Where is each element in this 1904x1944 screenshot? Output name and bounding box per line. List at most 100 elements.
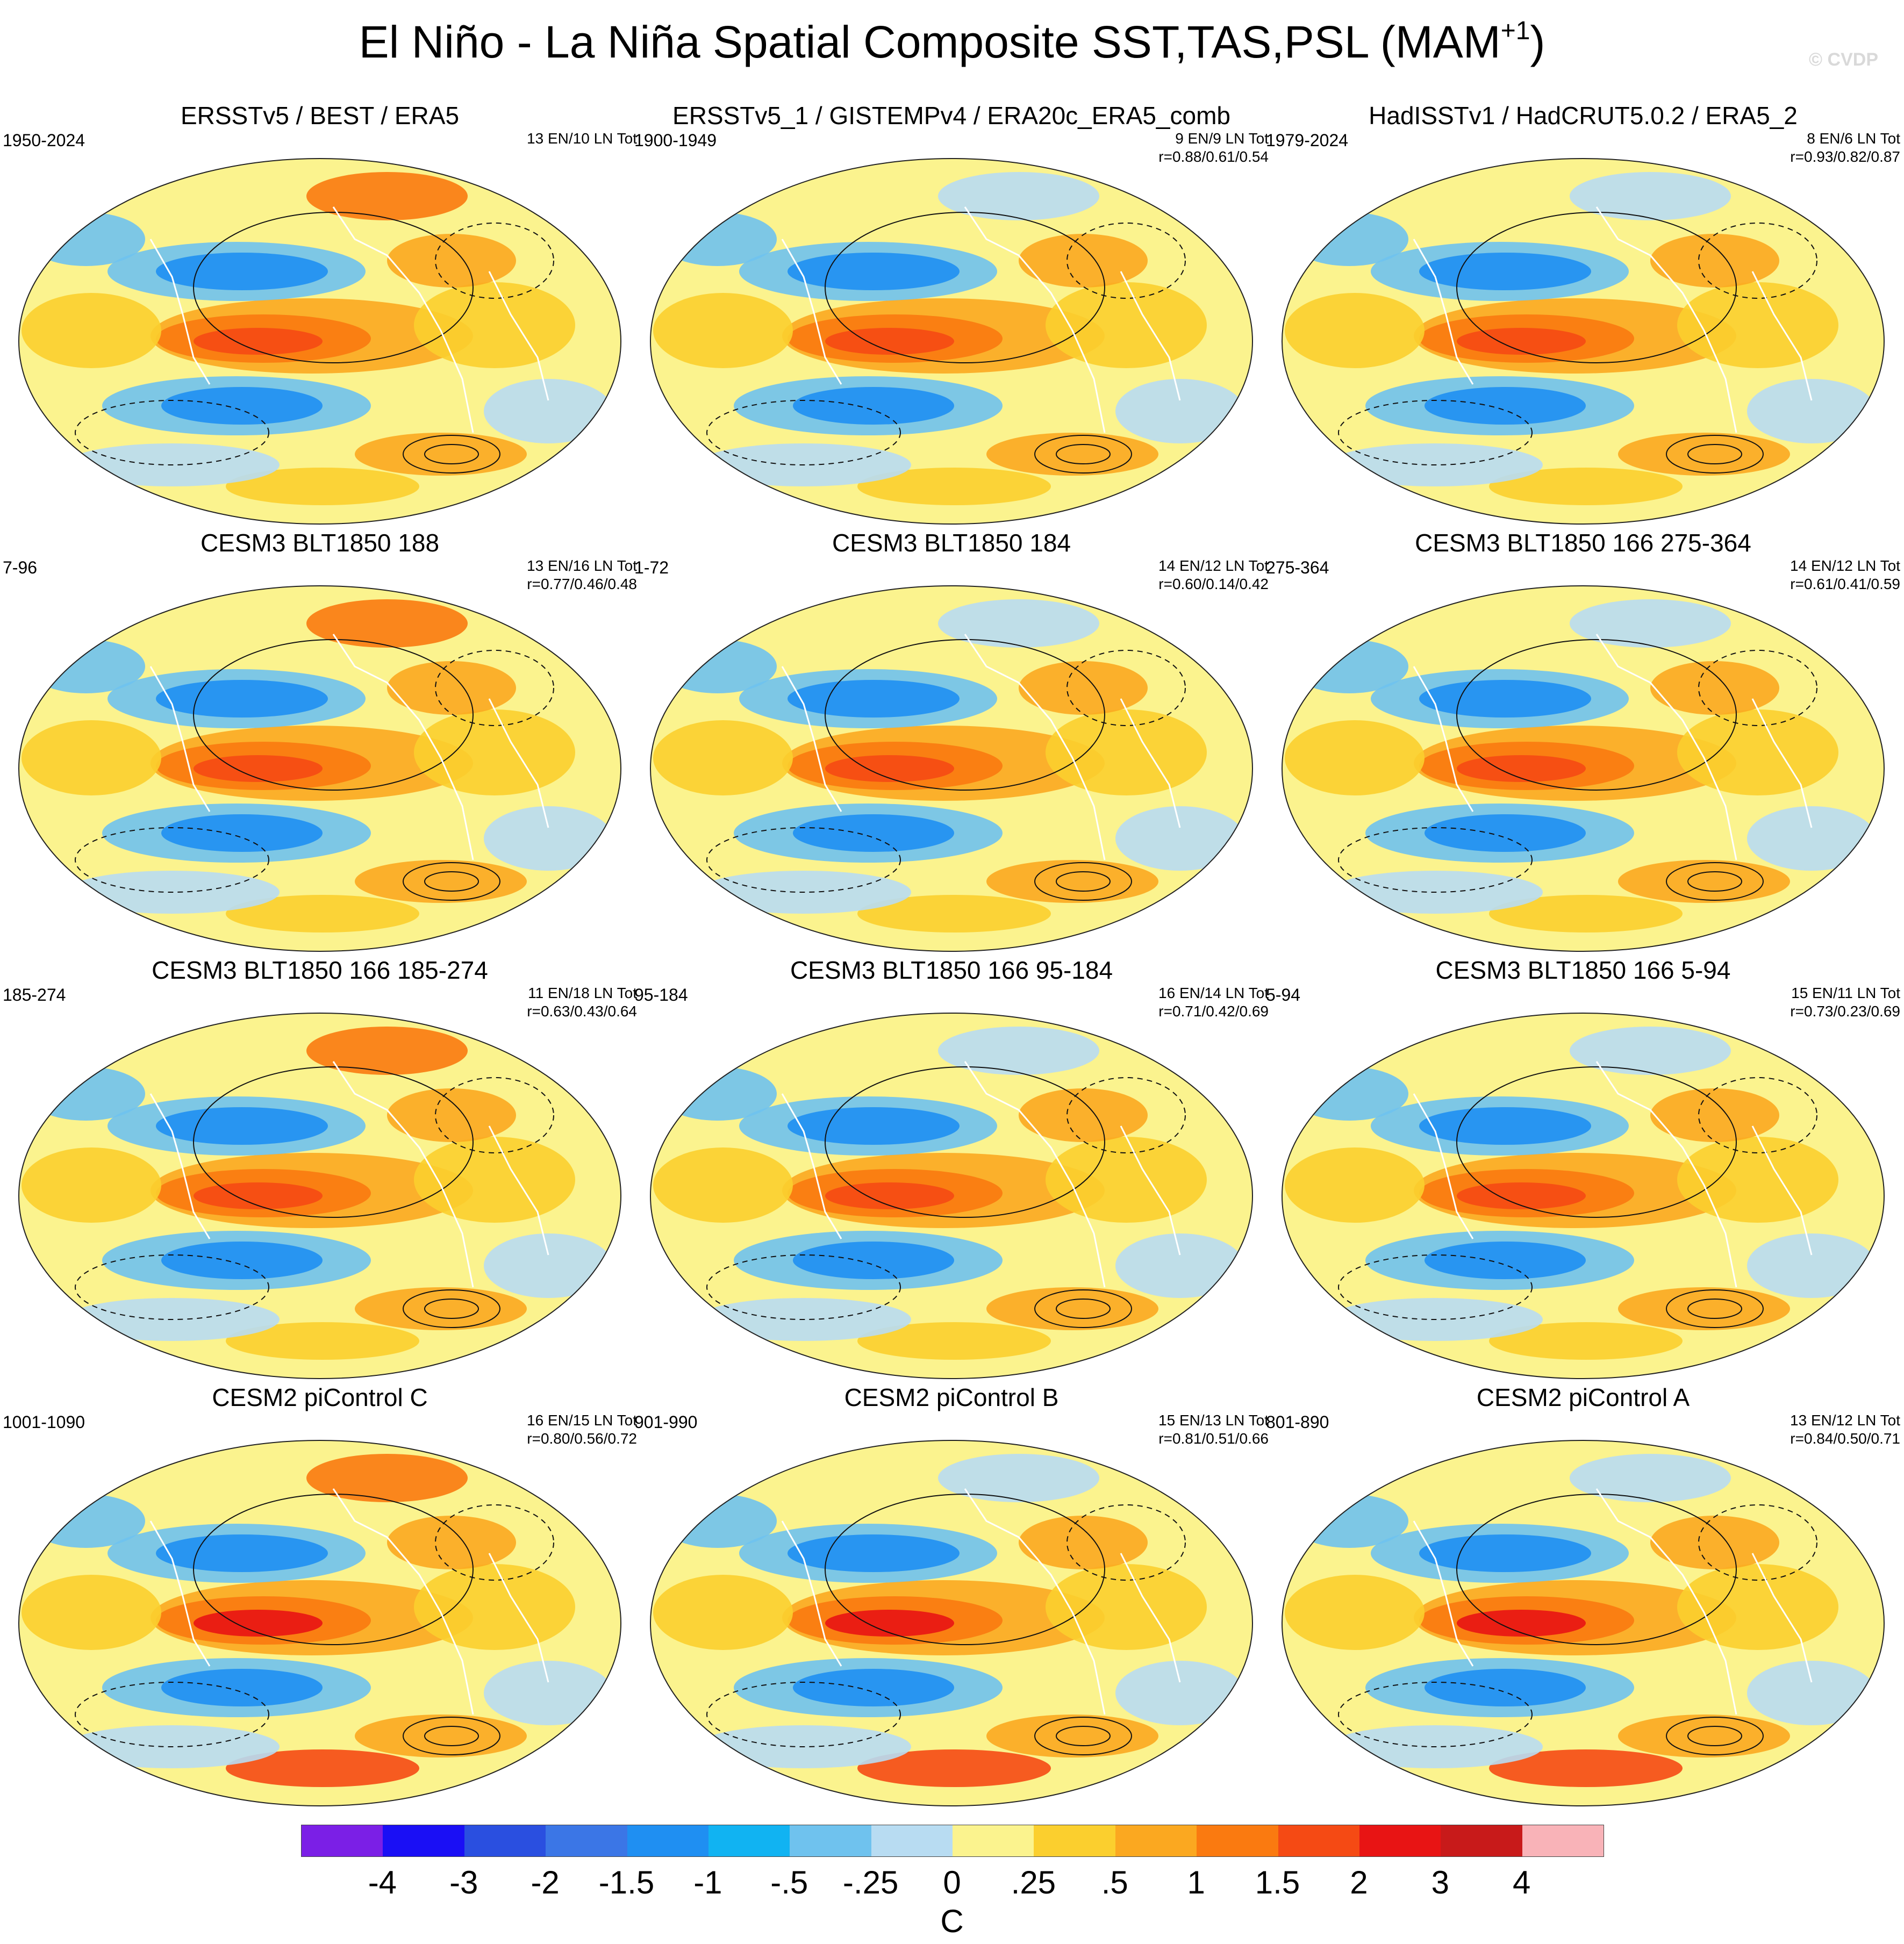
panel-title: CESM3 BLT1850 166 275-364 (1415, 529, 1751, 557)
sst-anomaly-region (156, 1534, 328, 1572)
panel-correlation: r=0.88/0.61/0.54 (1158, 148, 1269, 165)
colorbar-swatch (546, 1825, 627, 1856)
panel-correlation: r=0.81/0.51/0.66 (1158, 1430, 1269, 1447)
psl-contour (1034, 1289, 1132, 1328)
coastline (149, 1093, 211, 1239)
sst-anomaly-region (194, 1182, 323, 1209)
coastline (332, 1488, 474, 1715)
panel-event-counts: 14 EN/12 LN Tot r=0.60/0.14/0.42 (1158, 557, 1269, 593)
sst-anomaly-region (226, 895, 419, 932)
sst-anomaly-region (1570, 599, 1731, 648)
sst-anomaly-region (1046, 709, 1207, 795)
panel-years: 801-890 (1266, 1412, 1329, 1432)
coastline (1120, 271, 1181, 401)
sst-anomaly-region (1285, 720, 1425, 795)
panel-title: CESM2 piControl B (844, 1383, 1059, 1411)
sst-anomaly-region (1285, 1147, 1425, 1223)
psl-contour (1338, 400, 1533, 465)
sst-anomaly-region (1747, 806, 1876, 871)
coastline (149, 1520, 211, 1667)
sst-anomaly-region (938, 1454, 1099, 1502)
map-panel: CESM2 piControl B 901-990 15 EN/13 LN Tot r… (634, 1381, 1269, 1811)
sst-anomaly-region (1115, 806, 1244, 871)
sst-anomaly-region (1019, 661, 1148, 715)
coastline (1413, 239, 1474, 385)
sst-anomaly-region (653, 1575, 793, 1650)
title-text: El Niño - La Niña Spatial Composite SST,… (359, 17, 1501, 67)
sst-anomaly-region (161, 1242, 323, 1279)
colorbar-tick: 4 (1512, 1864, 1531, 1900)
panel-counts-text: 14 EN/12 LN Tot (1790, 557, 1900, 574)
sst-anomaly-region (1489, 468, 1683, 505)
map-panel: CESM3 BLT1850 166 185-274 185-274 11 EN/18… (3, 954, 637, 1384)
colorbar-tick: .25 (1011, 1864, 1056, 1900)
panel-title: CESM3 BLT1850 166 95-184 (790, 956, 1113, 984)
sst-anomaly-region (1425, 1242, 1586, 1279)
sst-anomaly-region (1046, 1564, 1207, 1650)
panel-years: 1900-1949 (634, 131, 717, 150)
colorbar-tick: 2 (1350, 1864, 1368, 1900)
panel-correlation: r=0.93/0.82/0.87 (1790, 148, 1900, 165)
colorbar-swatch (383, 1825, 464, 1856)
world-map (1282, 1013, 1885, 1379)
sst-anomaly-region (658, 212, 777, 266)
panel-counts-text: 16 EN/15 LN Tot (527, 1412, 637, 1429)
panel-correlation: r=0.73/0.23/0.69 (1790, 1003, 1900, 1020)
panel-counts-text: 9 EN/9 LN Tot (1175, 130, 1269, 147)
sst-anomaly-region (156, 680, 328, 718)
panel-counts-text: 15 EN/11 LN Tot (1791, 985, 1900, 1001)
world-map (18, 1440, 621, 1806)
coastline (964, 1488, 1106, 1715)
colorbar-tick: 3 (1431, 1864, 1449, 1900)
coastline (1595, 634, 1737, 860)
sst-anomaly-region (1677, 1137, 1838, 1223)
colorbar-swatch (1115, 1825, 1197, 1856)
psl-contour (193, 1494, 474, 1645)
psl-contour (1034, 862, 1132, 901)
coastline (781, 1520, 842, 1667)
psl-contour (706, 1682, 901, 1747)
psl-contour (1066, 223, 1186, 299)
psl-contour (435, 1077, 554, 1153)
map-outline (1282, 1013, 1885, 1379)
psl-contour (1338, 827, 1533, 893)
map-outline (18, 1440, 621, 1806)
sst-anomaly-region (1115, 1233, 1244, 1298)
psl-contour (1698, 1504, 1817, 1581)
coastline (1595, 1061, 1737, 1288)
sst-anomaly-region (1115, 379, 1244, 443)
psl-contour (1034, 1717, 1132, 1755)
sst-anomaly-region (986, 433, 1158, 476)
sst-anomaly-region (1419, 680, 1591, 718)
psl-contour (1034, 435, 1132, 474)
psl-contour (825, 1066, 1105, 1218)
sst-anomaly-region (414, 1137, 575, 1223)
panel-years: 95-184 (634, 985, 688, 1005)
sst-anomaly-region (1419, 253, 1591, 290)
panel-years: 275-364 (1266, 558, 1329, 577)
sst-anomaly-region (986, 1715, 1158, 1758)
sst-anomaly-region (938, 172, 1099, 220)
sst-anomaly-region (1570, 1027, 1731, 1075)
psl-contour (1066, 650, 1186, 726)
map-outline (18, 1013, 621, 1379)
panel-counts-text: 13 EN/12 LN Tot (1790, 1412, 1900, 1429)
sst-anomaly-region (1650, 234, 1779, 288)
sst-anomaly-region (1115, 1661, 1244, 1725)
sst-anomaly-region (793, 1242, 954, 1279)
panel-title: ERSSTv5 / BEST / ERA5 (180, 102, 460, 130)
coastline (1595, 1488, 1737, 1715)
psl-contour (1698, 1077, 1817, 1153)
coastline (1751, 698, 1813, 828)
world-map (650, 158, 1253, 525)
colorbar-swatch (1522, 1825, 1604, 1856)
psl-contour (1698, 223, 1817, 299)
panel-correlation: r=0.80/0.56/0.72 (527, 1430, 637, 1447)
sst-anomaly-region (484, 379, 613, 443)
sst-anomaly-region (653, 1147, 793, 1223)
sst-anomaly-region (793, 1669, 954, 1706)
sst-anomaly-region (484, 806, 613, 871)
sst-anomaly-region (1747, 379, 1876, 443)
sst-anomaly-region (1290, 212, 1408, 266)
psl-contour (1456, 639, 1737, 791)
